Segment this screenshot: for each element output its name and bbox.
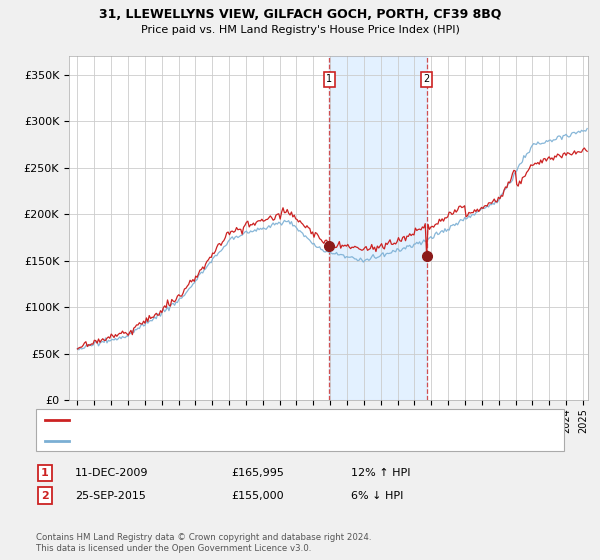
Text: 2: 2 [424, 74, 430, 84]
Text: 25-SEP-2015: 25-SEP-2015 [75, 491, 146, 501]
Text: 1: 1 [41, 468, 49, 478]
Text: 1: 1 [326, 74, 332, 84]
Bar [329, 56, 427, 400]
Text: HPI: Average price, detached house, Rhondda Cynon Taf: HPI: Average price, detached house, Rhon… [75, 436, 368, 446]
Text: £155,000: £155,000 [231, 491, 284, 501]
Text: £165,995: £165,995 [231, 468, 284, 478]
Text: 31, LLEWELLYNS VIEW, GILFACH GOCH, PORTH, CF39 8BQ: 31, LLEWELLYNS VIEW, GILFACH GOCH, PORTH… [99, 8, 501, 21]
Text: 31, LLEWELLYNS VIEW, GILFACH GOCH, PORTH, CF39 8BQ (detached house): 31, LLEWELLYNS VIEW, GILFACH GOCH, PORTH… [75, 415, 470, 425]
Text: 2: 2 [41, 491, 49, 501]
Bar [329, 56, 427, 400]
Text: 6% ↓ HPI: 6% ↓ HPI [351, 491, 403, 501]
Text: Price paid vs. HM Land Registry's House Price Index (HPI): Price paid vs. HM Land Registry's House … [140, 25, 460, 35]
Text: 12% ↑ HPI: 12% ↑ HPI [351, 468, 410, 478]
Text: 11-DEC-2009: 11-DEC-2009 [75, 468, 149, 478]
Text: Contains HM Land Registry data © Crown copyright and database right 2024.
This d: Contains HM Land Registry data © Crown c… [36, 533, 371, 553]
